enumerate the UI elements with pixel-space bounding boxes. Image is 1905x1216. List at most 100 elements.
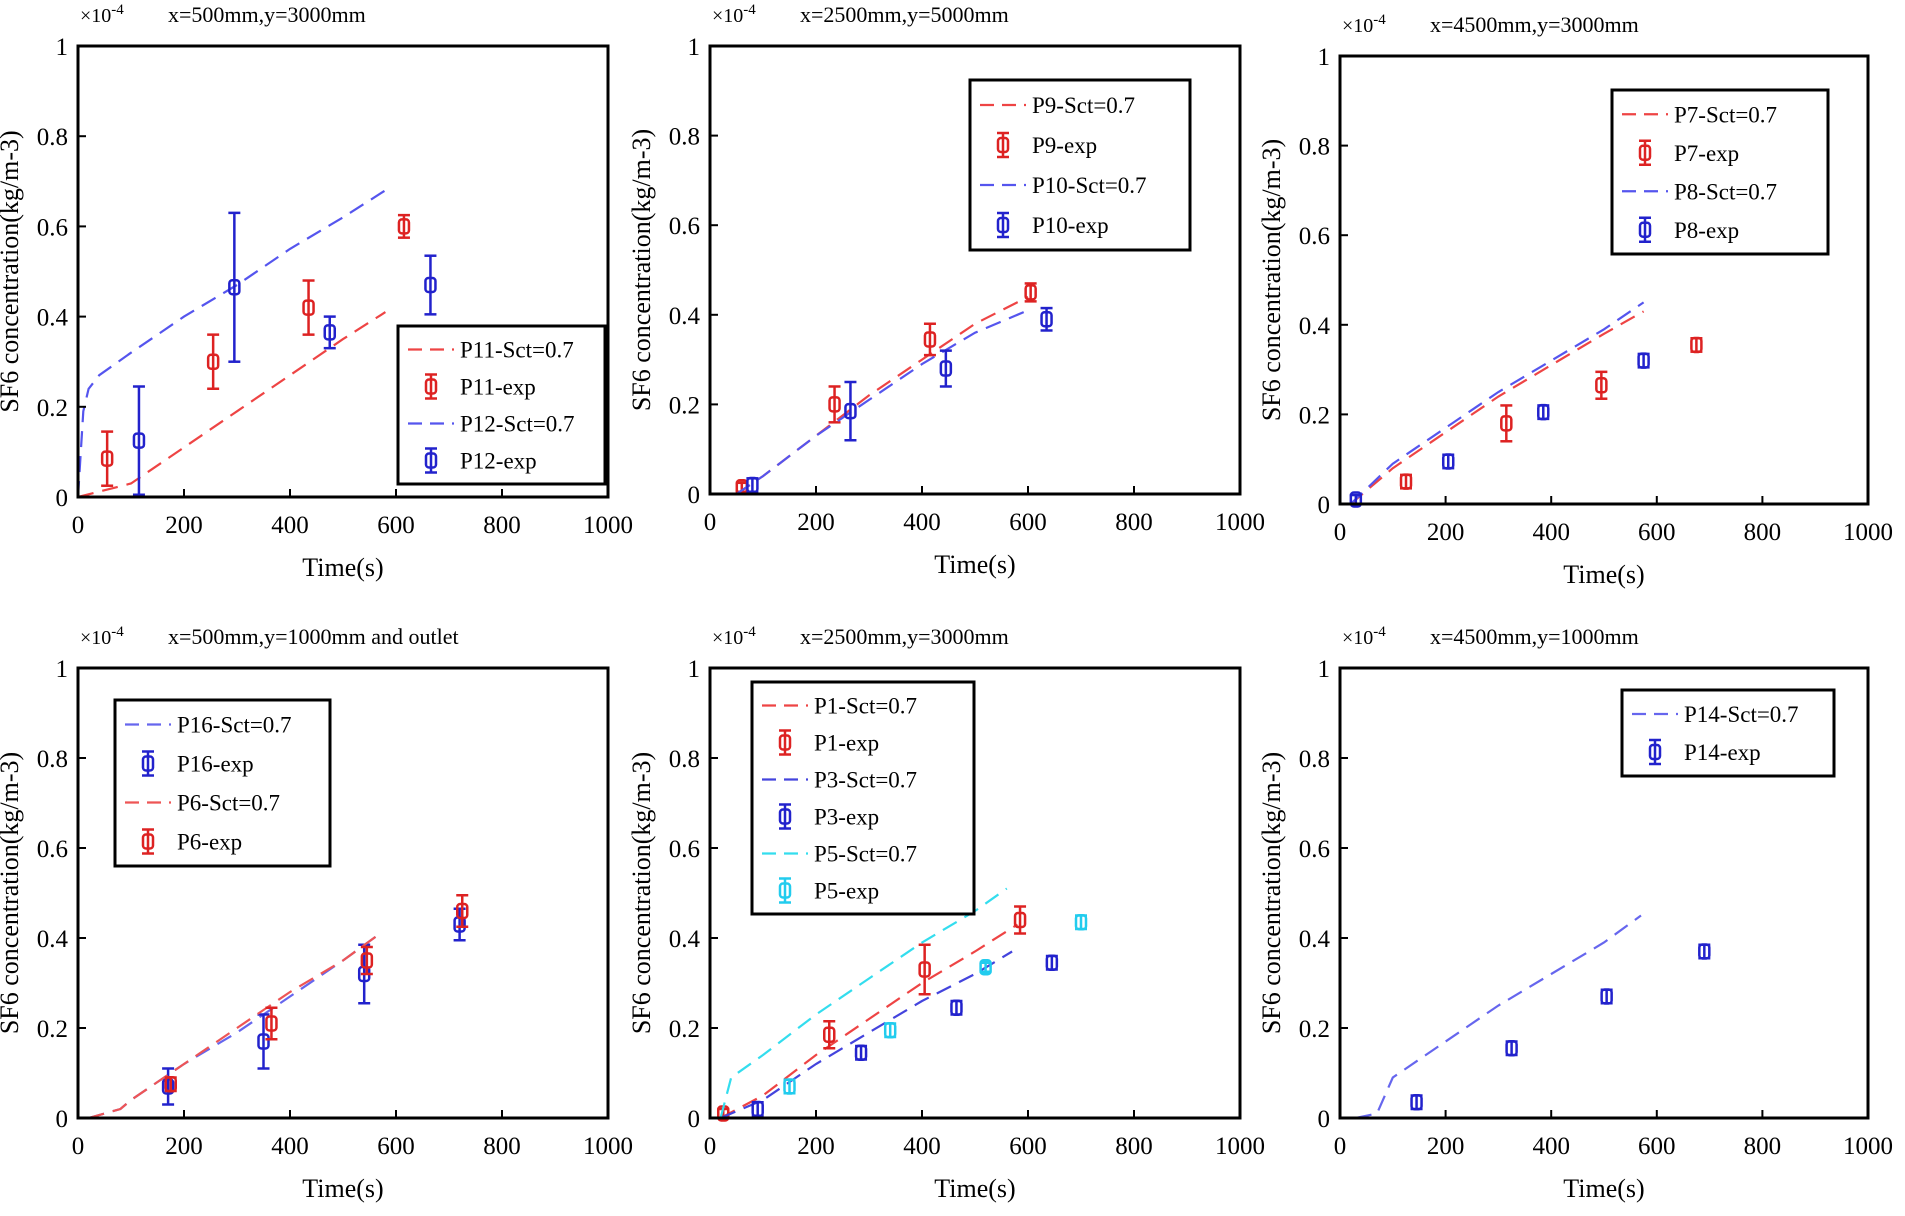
- x-axis-label: Time(s): [934, 1174, 1015, 1203]
- x-tick-label: 800: [1115, 509, 1153, 536]
- subplot-1: 0 200 400 600 800 1000 0 0.2 0.4 0.6 0.8 1 ×10-4 x=50…: [0, 2, 633, 582]
- x-tick-label: 0: [704, 509, 717, 536]
- x-tick-label: 600: [1638, 519, 1676, 546]
- y-axis-label: SF6 concentration(kg/m-3): [0, 130, 24, 412]
- x-tick-label: 200: [165, 1133, 203, 1160]
- legend-entry: P14-Sct=0.7: [1632, 702, 1799, 727]
- legend-box: [396, 324, 607, 486]
- y-tick-label: 0.2: [37, 395, 68, 422]
- x-tick-label: 800: [483, 1133, 521, 1160]
- data-point: [923, 322, 937, 357]
- y-tick-label: 0.2: [1299, 402, 1330, 429]
- legend-marker-swatch: [1638, 216, 1652, 243]
- y-tick-label: 1: [56, 34, 69, 61]
- legend-box: [968, 78, 1192, 252]
- marker: [360, 952, 374, 969]
- marker: [1600, 988, 1613, 1005]
- y-tick-label: 0.8: [1299, 746, 1330, 773]
- data-point: [823, 1020, 836, 1050]
- marker: [424, 378, 438, 395]
- marker: [164, 1076, 177, 1093]
- legend-entry: P14-exp: [1648, 738, 1761, 766]
- y-axis-label: SF6 concentration(kg/m-3): [1257, 139, 1286, 421]
- series-line-p16-sct-0-7: [88, 932, 381, 1120]
- legend-label: P14-Sct=0.7: [1684, 702, 1799, 727]
- data-point: [1600, 988, 1613, 1005]
- x-tick-label: 1000: [583, 1133, 633, 1160]
- y-tick-label: 0: [688, 1106, 701, 1133]
- data-point: [456, 894, 469, 928]
- marker: [979, 959, 992, 976]
- legend-entry: P11-Sct=0.7: [408, 338, 574, 363]
- y-tick-label: 0.8: [669, 746, 700, 773]
- x-tick-label: 1000: [1215, 1133, 1265, 1160]
- y-tick-label: 0: [56, 485, 69, 512]
- x-axis-label: Time(s): [302, 553, 383, 582]
- data-point: [164, 1076, 177, 1093]
- legend-label: P9-Sct=0.7: [1032, 93, 1135, 118]
- series-line-p8-sct-0-7: [1349, 301, 1645, 505]
- legend-box: [1610, 88, 1830, 256]
- data-point: [302, 279, 315, 336]
- y-tick-label: 0.4: [37, 305, 69, 332]
- legend-marker-swatch: [778, 877, 792, 904]
- legend-label: P16-exp: [177, 752, 254, 777]
- y-tick-label: 0.2: [669, 1016, 700, 1043]
- legend-label: P14-exp: [1684, 740, 1761, 765]
- marker: [918, 961, 931, 978]
- data-point: [1045, 954, 1059, 971]
- x-tick-label: 200: [165, 512, 203, 539]
- data-point: [265, 1006, 278, 1041]
- marker: [1040, 311, 1053, 328]
- legend-label: P7-Sct=0.7: [1674, 102, 1777, 127]
- legend: P1-Sct=0.7 P1-exp P3-Sct=0.7 P3-exp P5-Sct=0…: [750, 680, 976, 916]
- y-tick-label: 0.6: [669, 836, 700, 863]
- y-axis-label: SF6 concentration(kg/m-3): [1257, 752, 1286, 1034]
- marker: [1595, 377, 1608, 394]
- legend: P14-Sct=0.7 P14-exp: [1620, 688, 1836, 778]
- data-point: [883, 1022, 897, 1039]
- y-tick-label: 1: [56, 656, 69, 683]
- y-tick-label: 0.2: [669, 392, 700, 419]
- axes-frame: [76, 666, 610, 1120]
- marker: [1349, 491, 1363, 508]
- subplot-4: 0 200 400 600 800 1000 0 0.2 0.4 0.6 0.8 1 ×10-4 x=50…: [0, 624, 633, 1203]
- legend-entry: P1-exp: [778, 729, 879, 756]
- data-point: [323, 315, 336, 350]
- legend-entry: P6-exp: [141, 828, 242, 855]
- marker: [141, 833, 155, 850]
- y-tick-label: 0.8: [37, 746, 68, 773]
- legend-entry: P7-Sct=0.7: [1622, 102, 1777, 127]
- marker: [1690, 336, 1703, 354]
- marker: [923, 331, 937, 348]
- legend-label: P5-exp: [814, 879, 879, 904]
- legend-entry: P6-Sct=0.7: [125, 791, 280, 816]
- subplot-title: x=2500mm,y=3000mm: [800, 624, 1009, 649]
- legend-label: P6-Sct=0.7: [177, 791, 280, 816]
- marker: [783, 1078, 796, 1095]
- y-axis-label: SF6 concentration(kg/m-3): [627, 129, 656, 411]
- subplot-title: x=4500mm,y=3000mm: [1430, 12, 1639, 37]
- x-tick-label: 800: [1744, 1133, 1782, 1160]
- x-tick-label: 0: [1334, 519, 1347, 546]
- y-tick-label: 0.4: [669, 926, 701, 953]
- subplot-title: x=500mm,y=1000mm and outlet: [168, 624, 459, 649]
- x-tick-label: 1000: [1843, 519, 1893, 546]
- legend-label: P12-Sct=0.7: [460, 412, 575, 437]
- x-tick-label: 800: [1744, 519, 1782, 546]
- marker: [323, 324, 336, 341]
- data-point: [1013, 905, 1027, 935]
- x-tick-label: 600: [1638, 1133, 1676, 1160]
- y-tick-label: 0.6: [37, 214, 68, 241]
- legend-marker-swatch: [1648, 738, 1662, 766]
- legend-marker-swatch: [996, 211, 1010, 239]
- x-tick-label: 400: [1532, 1133, 1570, 1160]
- data-point: [950, 999, 963, 1016]
- marker: [1505, 1040, 1518, 1057]
- legend-box: [750, 680, 976, 916]
- marker: [1500, 415, 1513, 432]
- subplot-6: 0 200 400 600 800 1000 0 0.2 0.4 0.6 0.8 1 ×10-4 x=45…: [1257, 624, 1893, 1203]
- marker: [746, 476, 759, 494]
- legend-entry: P8-exp: [1638, 216, 1739, 243]
- subplot-title: x=2500mm,y=5000mm: [800, 2, 1009, 27]
